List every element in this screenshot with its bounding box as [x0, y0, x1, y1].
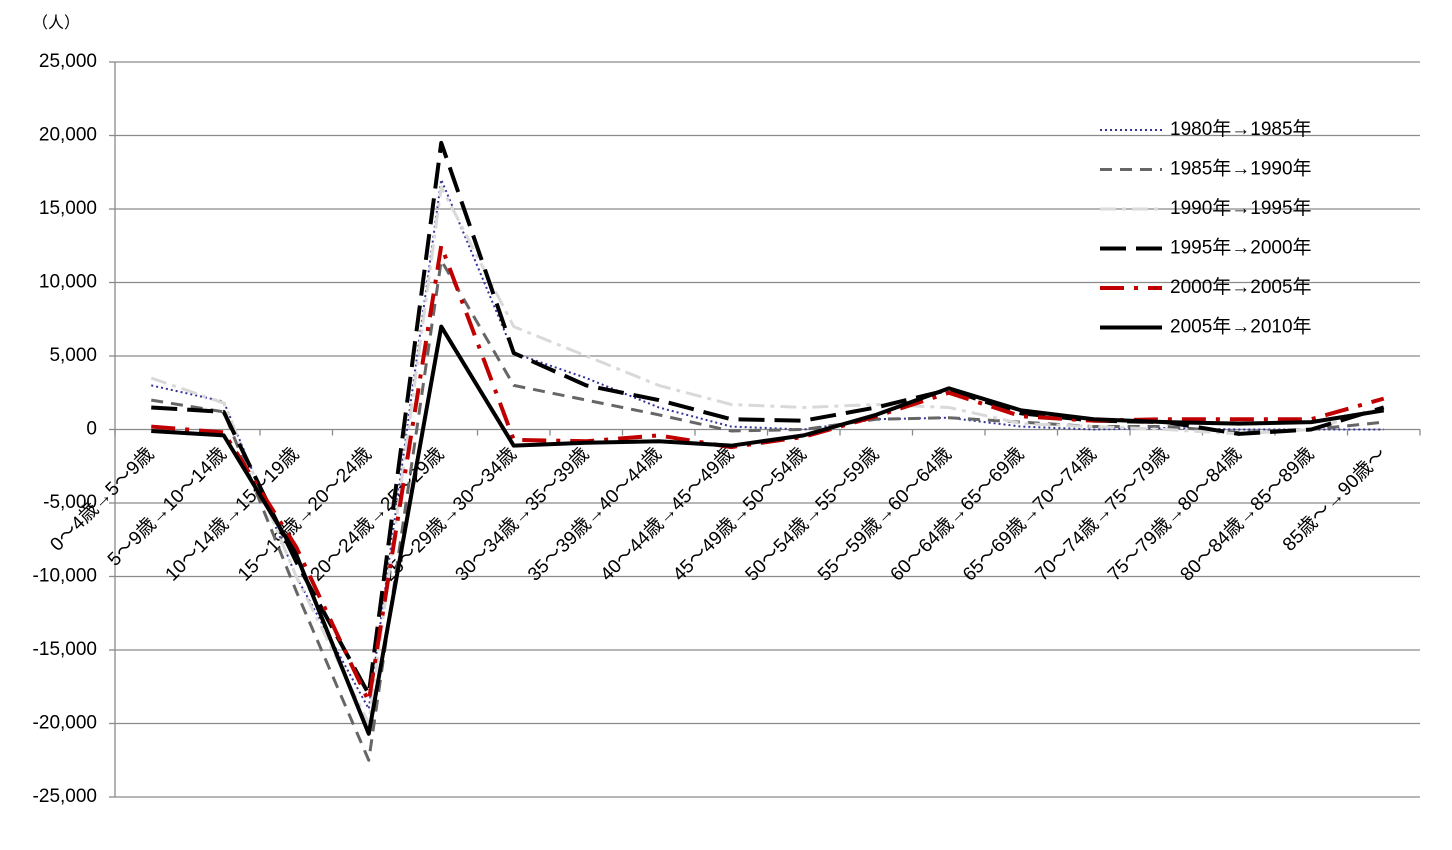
- legend-label: 1990年→1995年: [1170, 197, 1312, 219]
- y-tick-label: 15,000: [39, 198, 97, 219]
- y-unit: （人）: [32, 14, 80, 32]
- x-tick-label: 5～9歳→10～14歳: [103, 443, 231, 571]
- series-line: [151, 258, 1384, 762]
- legend-label: 1995年→2000年: [1170, 237, 1312, 259]
- x-tick-label: 10～14歳→15～19歳: [161, 443, 304, 586]
- x-tick-label: 60～64歳→65～69歳: [886, 443, 1029, 586]
- legend-label: 1980年→1985年: [1170, 118, 1312, 140]
- legend-label: 1985年→1990年: [1170, 158, 1312, 180]
- x-tick-label: 30～34歳→35～39歳: [451, 443, 594, 586]
- x-tick-label: 65～69歳→70～74歳: [958, 443, 1101, 586]
- legend-label: 2005年→2010年: [1170, 316, 1312, 338]
- x-tick-label: 75～79歳→80～84歳: [1103, 443, 1246, 586]
- x-tick-label: 55～59歳→60～64歳: [813, 443, 956, 586]
- x-tick-label: 50～54歳→55～59歳: [741, 443, 884, 586]
- legend-label: 2000年→2005年: [1170, 276, 1312, 298]
- y-tick-label: 5,000: [49, 345, 97, 366]
- y-tick-label: 10,000: [39, 272, 97, 293]
- x-tick-label: 20～24歳→25～29歳: [306, 443, 449, 586]
- y-tick-label: -10,000: [33, 566, 97, 587]
- y-tick-label: 20,000: [39, 125, 97, 146]
- x-tick-label: 45～49歳→50～54歳: [668, 443, 811, 586]
- y-tick-label: 0: [86, 419, 97, 440]
- x-tick-label: 80～84歳→85～89歳: [1176, 443, 1319, 586]
- x-tick-label: 70～74歳→75～79歳: [1031, 443, 1174, 586]
- series-line: [150, 185, 1385, 725]
- y-tick-label: -25,000: [33, 786, 97, 807]
- x-tick-label: 40～44歳→45～49歳: [596, 443, 739, 586]
- y-tick-label: -5,000: [43, 492, 97, 513]
- x-tick-label: 35～39歳→40～44歳: [523, 443, 666, 586]
- y-tick-label: 25,000: [39, 51, 97, 72]
- y-tick-label: -20,000: [33, 713, 97, 734]
- y-tick-label: -15,000: [33, 639, 97, 660]
- series-line: [151, 324, 1385, 736]
